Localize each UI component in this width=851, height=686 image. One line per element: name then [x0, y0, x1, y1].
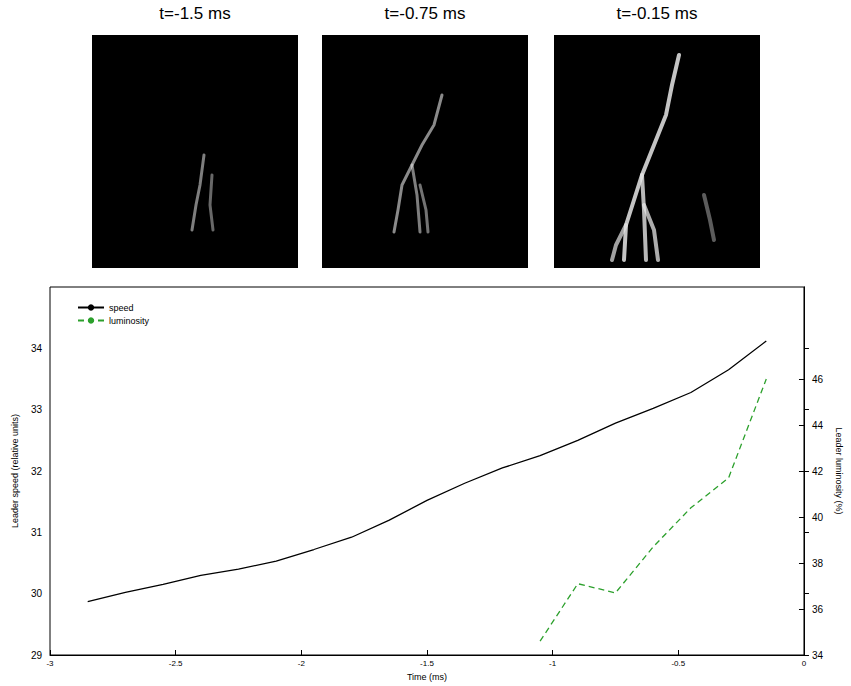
- svg-text:33: 33: [31, 404, 43, 415]
- svg-text:-3: -3: [46, 659, 54, 668]
- svg-text:34: 34: [812, 650, 824, 661]
- svg-text:29: 29: [31, 650, 43, 661]
- svg-text:30: 30: [31, 588, 43, 599]
- svg-text:Leader speed (relative units): Leader speed (relative units): [10, 414, 20, 528]
- svg-text:34: 34: [31, 343, 43, 354]
- svg-text:-1: -1: [549, 659, 557, 668]
- svg-text:31: 31: [31, 527, 43, 538]
- svg-text:speed: speed: [109, 303, 134, 313]
- svg-text:Time (ms): Time (ms): [407, 672, 447, 682]
- html-text:t=-0.15 ms: t=-0.15 ms: [616, 4, 698, 23]
- html-text:t=-1.5 ms: t=-1.5 ms: [159, 4, 231, 23]
- svg-text:-2: -2: [298, 659, 306, 668]
- svg-text:40: 40: [812, 512, 824, 523]
- svg-text:-0.5: -0.5: [671, 659, 685, 668]
- svg-text:42: 42: [812, 466, 824, 477]
- svg-text:38: 38: [812, 558, 824, 569]
- svg-text:44: 44: [812, 420, 824, 431]
- svg-text:luminosity: luminosity: [109, 316, 150, 326]
- svg-text:36: 36: [812, 604, 824, 615]
- svg-text:Leader luminosity (%): Leader luminosity (%): [834, 427, 844, 514]
- svg-text:0: 0: [802, 659, 807, 668]
- svg-text:-1.5: -1.5: [420, 659, 434, 668]
- svg-text:-2.5: -2.5: [169, 659, 183, 668]
- svg-text:46: 46: [812, 374, 824, 385]
- html-text:t=-0.75 ms: t=-0.75 ms: [384, 4, 466, 23]
- svg-text:32: 32: [31, 466, 43, 477]
